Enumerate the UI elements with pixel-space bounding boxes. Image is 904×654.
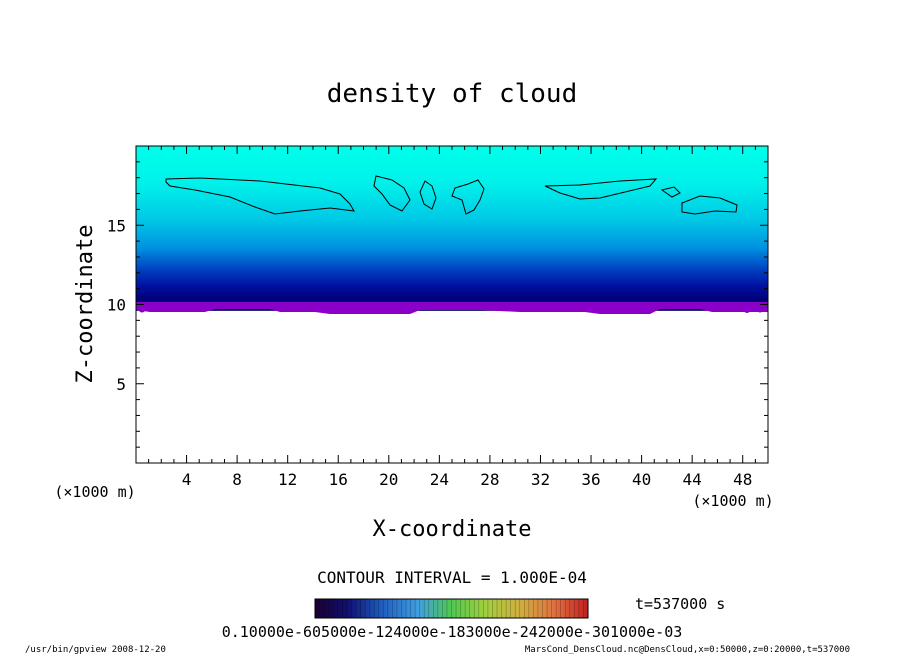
cloud-base-dot (744, 307, 750, 313)
x-tick-label: 16 (329, 470, 348, 489)
y-tick-label: 5 (116, 375, 126, 394)
chart-title: density of cloud (327, 79, 577, 109)
time-text: t=537000 s (635, 595, 725, 613)
contour-line (660, 186, 681, 198)
x-axis: 4 8 12 16 20 24 28 32 36 40 44 48 (148, 146, 756, 489)
cloud-base-band (136, 302, 768, 314)
y-axis: 5 10 15 (107, 161, 768, 448)
x-tick-label: 8 (232, 470, 242, 489)
x-tick-label: 40 (632, 470, 651, 489)
colorbar-labels: 0.10000e-605000e-124000e-183000e-242000e… (222, 623, 683, 641)
cloud-density-fill (136, 146, 768, 311)
contour-line (681, 195, 738, 215)
cloud-base-dot (756, 305, 764, 313)
cloud-base-dot (138, 305, 146, 313)
x-tick-label: 32 (531, 470, 550, 489)
upper-contours (165, 175, 738, 215)
x-tick-label: 20 (379, 470, 398, 489)
y-axis-label: Z-coordinate (73, 225, 98, 384)
colorbar-stripes (319, 599, 584, 618)
plot-area (136, 146, 768, 314)
contour-line (419, 180, 437, 210)
x-tick-label: 12 (278, 470, 297, 489)
y-unit-label: (×1000 m) (54, 483, 135, 501)
x-tick-label: 24 (430, 470, 449, 489)
colorbar (314, 598, 589, 619)
contour-line (165, 177, 355, 215)
x-tick-label: 28 (480, 470, 499, 489)
x-unit-label: (×1000 m) (692, 492, 773, 510)
contour-line (544, 178, 658, 200)
x-axis-label: X-coordinate (373, 517, 532, 542)
x-tick-label: 36 (581, 470, 600, 489)
y-tick-label: 10 (107, 296, 126, 315)
footer-left: /usr/bin/gpview 2008-12-20 (25, 645, 166, 654)
y-tick-label: 15 (107, 216, 126, 235)
x-tick-label: 4 (182, 470, 192, 489)
contour-line (373, 175, 411, 212)
contour-line (451, 179, 485, 215)
contour-interval-text: CONTOUR INTERVAL = 1.000E-04 (317, 568, 587, 587)
x-tick-label: 48 (733, 470, 752, 489)
footer-right: MarsCond_DensCloud.nc@DensCloud,x=0:5000… (525, 645, 850, 654)
x-tick-label: 44 (683, 470, 702, 489)
